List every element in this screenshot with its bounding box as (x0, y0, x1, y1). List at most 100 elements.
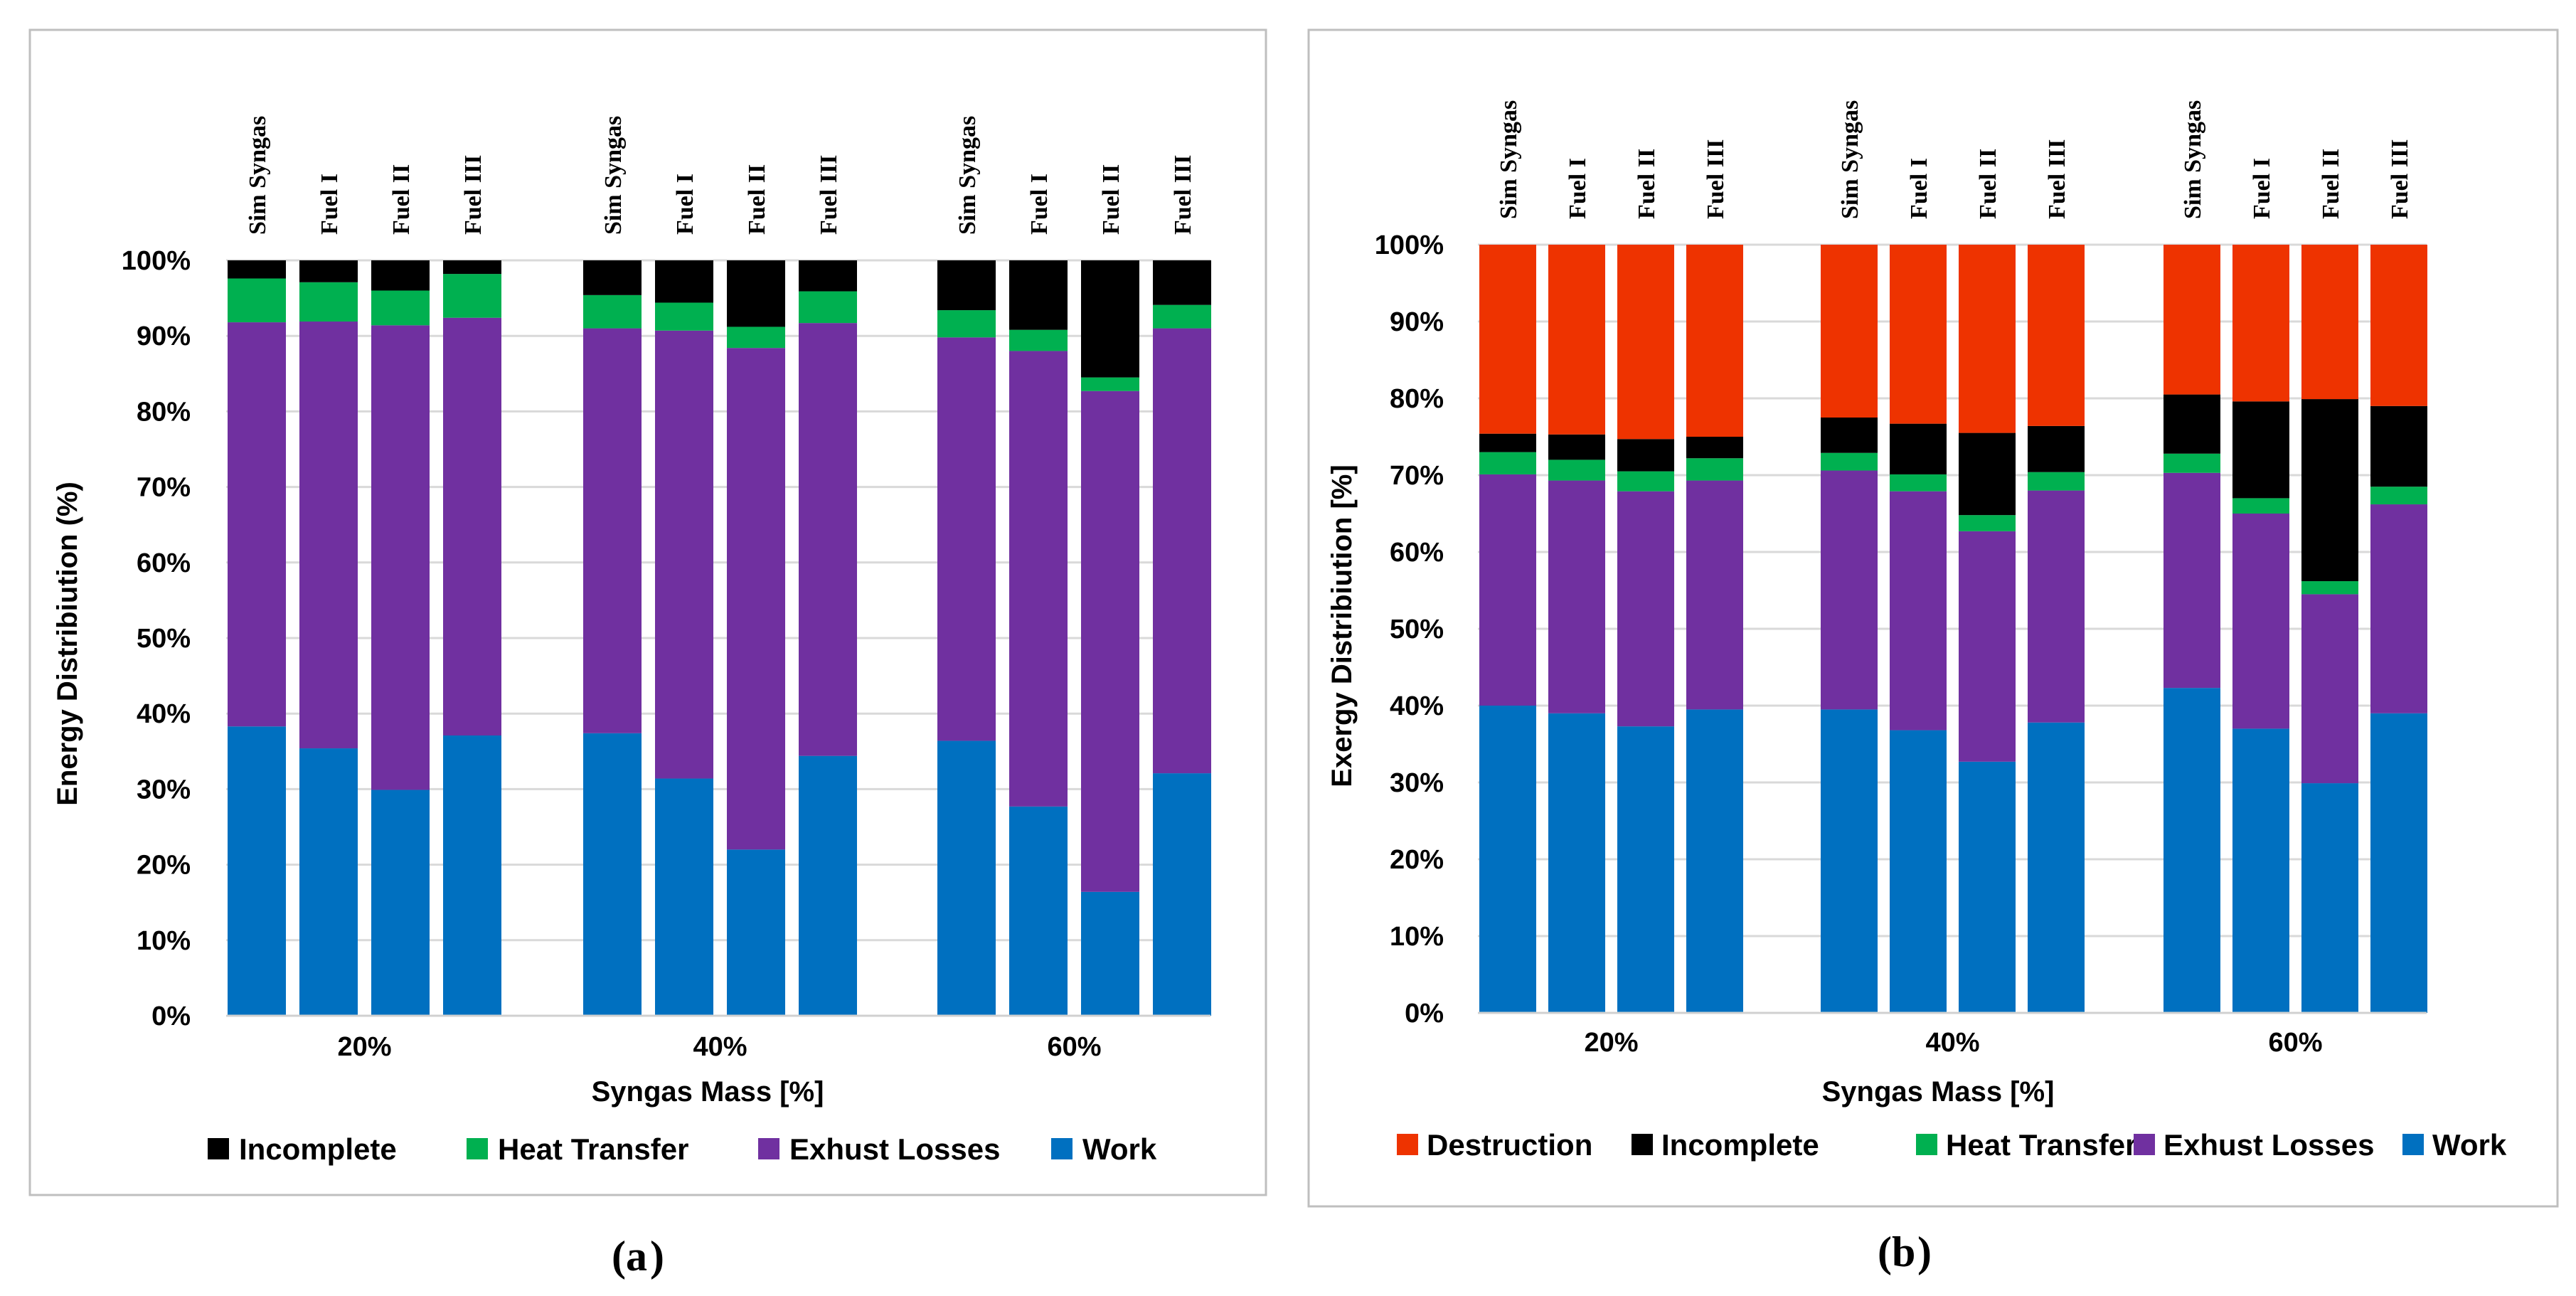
panel-b-bar-20-fuel-i-heat-transfer (1548, 460, 1605, 481)
panel-a-legend: Incomplete Heat Transfer Exhust Losses Work (208, 1132, 1157, 1166)
panel-b-bar-20-fuel-iii-destruction (1686, 245, 1743, 437)
panel-a-legend-label-exhust-losses: Exhust Losses (789, 1132, 1000, 1166)
panel-b-bar-60-fuel-ii-work (2301, 783, 2358, 1013)
caption-b-letter: b (1892, 1228, 1915, 1275)
panel-a-legend-marker-exhust-losses (758, 1138, 779, 1159)
panel-a-bar-60-sim-syngas-work (937, 740, 996, 1016)
caption-a-open-paren: ( (612, 1233, 626, 1280)
panel-b-bar-20-fuel-iii-work (1686, 709, 1743, 1013)
panel-a-y-ticks: 0% 10% 20% 30% 40% 50% 60% 70% 80% 90% 100% (122, 246, 191, 1031)
panel-b-y-tick-100: 100% (1375, 230, 1444, 260)
panel-b-bar-20-fuel-ii-work (1617, 726, 1674, 1013)
panel-a-bar-60-fuel-i-exhust-losses (1009, 351, 1068, 807)
panel-b-bar-20-sim-syngas-work (1479, 706, 1536, 1013)
panel-a-bar-label-20-fuel-iii: Fuel III (460, 155, 486, 235)
panel-a-y-tick-100: 100% (122, 246, 191, 276)
panel-a-bar-40-fuel-i-exhust-losses (655, 330, 713, 779)
panel-b-bar-60-sim-syngas-incomplete (2163, 394, 2220, 454)
panel-a-bar-40-sim-syngas-heat-transfer (583, 294, 642, 329)
panel-a-group-label-60: 60% (1047, 1032, 1101, 1062)
panel-a-bar-20-fuel-iii-work (443, 735, 501, 1016)
panel-b-bar-label-40-fuel-iii: Fuel III (2044, 139, 2070, 219)
panel-b-y-tick-30: 30% (1390, 768, 1444, 798)
panel-a-group-label-40: 40% (693, 1032, 747, 1062)
caption-a-close-paren: ) (650, 1233, 664, 1280)
panel-b-bar-40-sim-syngas-work (1821, 709, 1878, 1013)
panel-b-bar-60-fuel-i-heat-transfer (2232, 498, 2289, 514)
panel-b-bar-20-fuel-iii-exhust-losses (1686, 480, 1743, 710)
panel-b-bar-60-fuel-ii-heat-transfer (2301, 581, 2358, 595)
panel-a-border (28, 28, 1267, 1196)
panel-a-bar-20-fuel-iii-incomplete (443, 260, 501, 275)
panel-b-y-tick-70: 70% (1390, 461, 1444, 491)
panel-a-bar-60-fuel-iii-work (1153, 773, 1211, 1016)
panel-a-bar-label-60-fuel-i: Fuel I (1026, 174, 1053, 235)
panel-a-legend-marker-heat-transfer (467, 1138, 488, 1159)
panel-b-bar-20-fuel-i-destruction (1548, 245, 1605, 435)
panel-a-bar-40-sim-syngas-work (583, 733, 642, 1016)
panel-b-bar-20-fuel-i-incomplete (1548, 434, 1605, 460)
caption-b-close-paren: ) (1917, 1228, 1932, 1275)
panel-a-bar-label-60-fuel-iii: Fuel III (1170, 155, 1196, 235)
panel-a-bar-label-40-sim-syngas: Sim Syngas (600, 116, 627, 235)
panel-a-bar-60-fuel-ii-incomplete (1081, 260, 1139, 378)
panel-b-bar-60-fuel-iii-heat-transfer (2370, 487, 2427, 505)
panel-a-bar-60-sim-syngas-incomplete (937, 260, 996, 311)
panel-b-legend-label-heat-transfer: Heat Transfer (1946, 1128, 2136, 1162)
panel-b-legend-marker-incomplete (1632, 1134, 1653, 1155)
panel-a-x-axis-title: Syngas Mass [%] (592, 1076, 824, 1108)
panel-b-bar-60-sim-syngas-exhust-losses (2163, 472, 2220, 689)
panel-b-legend-label-incomplete: Incomplete (1661, 1128, 1819, 1162)
panel-b-bar-40-fuel-i-incomplete (1890, 423, 1947, 474)
panel-a-bar-label-40-fuel-i: Fuel I (672, 174, 698, 235)
panel-b-bar-40-fuel-iii-exhust-losses (2028, 490, 2085, 723)
panel-a-bar-20-fuel-ii-incomplete (371, 260, 430, 291)
panel-a-bar-40-sim-syngas-exhust-losses (583, 328, 642, 733)
panel-b-bar-20-fuel-ii-heat-transfer (1617, 471, 1674, 492)
panel-b-y-tick-0: 0% (1405, 999, 1444, 1029)
panel-b-bar-40-sim-syngas-heat-transfer (1821, 452, 1878, 471)
panel-a-bar-20-fuel-ii-heat-transfer (371, 290, 430, 326)
panel-a-bar-20-sim-syngas-work (228, 726, 286, 1016)
panel-b-bar-40-sim-syngas-exhust-losses (1821, 470, 1878, 710)
caption-b: ( b ) (1878, 1228, 1932, 1275)
panel-b: Sim Syngas Fuel I Fuel II Fuel III Sim Synga… (1307, 28, 2559, 1208)
panel-b-bar-20-sim-syngas-incomplete (1479, 433, 1536, 452)
panel-b-bar-60-sim-syngas-heat-transfer (2163, 453, 2220, 473)
panel-a-legend-marker-incomplete (208, 1138, 229, 1159)
panel-a-legend-label-work: Work (1082, 1132, 1157, 1166)
panel-a-bar-20-fuel-ii-exhust-losses (371, 325, 430, 790)
panel-b-bar-40-fuel-i-work (1890, 730, 1947, 1013)
panel-a-y-tick-70: 70% (137, 473, 191, 503)
panel-b-y-axis-title: Exergy Distribiution [%] (1326, 464, 1358, 787)
panel-a-bar-labels: Sim Syngas Fuel I Fuel II Fuel III Sim Synga… (245, 116, 1196, 235)
panel-b-bar-40-fuel-i-exhust-losses (1890, 491, 1947, 731)
panel-b-bar-60-fuel-i-destruction (2232, 245, 2289, 402)
panel-b-bar-60-fuel-iii-destruction (2370, 245, 2427, 406)
panel-b-legend-marker-destruction (1397, 1134, 1418, 1155)
panel-b-bar-40-fuel-iii-incomplete (2028, 425, 2085, 472)
panel-a-bar-label-60-sim-syngas: Sim Syngas (954, 116, 981, 235)
panel-a-y-tick-20: 20% (137, 851, 191, 881)
panel-a-bar-40-fuel-ii-incomplete (727, 260, 785, 327)
panel-a-legend-marker-work (1051, 1138, 1073, 1159)
panel-a-bar-20-sim-syngas-exhust-losses (228, 322, 286, 727)
panel-b-bar-labels: Sim Syngas Fuel I Fuel II Fuel III Sim Synga… (1496, 100, 2413, 219)
panel-a-bar-60-fuel-i-work (1009, 806, 1068, 1016)
caption-a-letter: a (626, 1233, 647, 1280)
panel-b-y-tick-50: 50% (1390, 615, 1444, 644)
panel-a-group-labels: 20% 40% 60% (337, 1032, 1101, 1062)
panel-b-legend-label-work: Work (2432, 1128, 2507, 1162)
panel-b-bar-40-fuel-iii-destruction (2028, 245, 2085, 426)
panel-b-y-ticks: 0% 10% 20% 30% 40% 50% 60% 70% 80% 90% 100% (1375, 230, 1444, 1029)
panel-b-bar-label-40-fuel-i: Fuel I (1906, 158, 1932, 219)
panel-a-bar-40-fuel-i-work (655, 778, 713, 1016)
panel-b-bar-60-fuel-iii-work (2370, 713, 2427, 1013)
panel-b-bar-20-fuel-iii-incomplete (1686, 437, 1743, 459)
panel-b-bar-60-sim-syngas-destruction (2163, 245, 2220, 395)
panel-b-y-tick-10: 10% (1390, 922, 1444, 952)
caption-b-open-paren: ( (1878, 1228, 1892, 1275)
panel-a-bar-40-fuel-ii-exhust-losses (727, 348, 785, 850)
panel-b-bar-60-fuel-i-exhust-losses (2232, 514, 2289, 729)
panel-b-bar-label-60-fuel-iii: Fuel III (2387, 139, 2413, 219)
